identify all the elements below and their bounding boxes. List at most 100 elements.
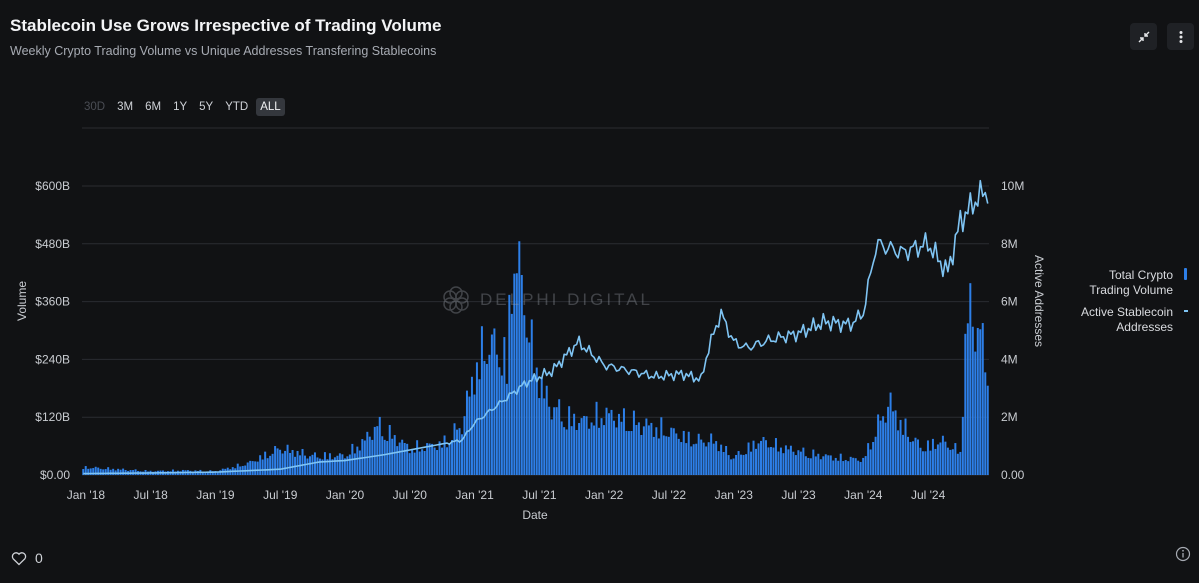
volume-bar bbox=[692, 444, 695, 475]
volume-bar bbox=[211, 471, 214, 475]
volume-bar bbox=[378, 416, 381, 475]
volume-bar bbox=[632, 410, 635, 475]
volume-bar bbox=[884, 422, 887, 475]
legend-item-volume[interactable]: Total Crypto Trading Volume bbox=[1067, 268, 1187, 297]
volume-bar bbox=[787, 449, 790, 475]
more-menu-button[interactable] bbox=[1167, 23, 1194, 50]
volume-bar bbox=[92, 468, 95, 475]
range-5y[interactable]: 5Y bbox=[199, 101, 214, 113]
volume-bar bbox=[852, 457, 855, 475]
range-30d[interactable]: 30D bbox=[84, 101, 106, 113]
volume-bar bbox=[361, 439, 364, 475]
volume-bar bbox=[844, 460, 847, 475]
volume-bar bbox=[328, 453, 331, 475]
volume-bar bbox=[652, 436, 655, 475]
volume-bar bbox=[318, 458, 321, 475]
volume-bar bbox=[750, 451, 753, 475]
volume-bar bbox=[284, 450, 287, 475]
x-tick-label: Jul '21 bbox=[522, 488, 557, 502]
volume-bar bbox=[578, 423, 581, 475]
volume-bar bbox=[655, 427, 658, 475]
volume-bar bbox=[981, 323, 984, 475]
volume-bar bbox=[540, 377, 543, 475]
volume-bar bbox=[249, 460, 252, 475]
volume-bar bbox=[461, 434, 463, 475]
volume-bar bbox=[117, 468, 120, 475]
volume-bar bbox=[722, 451, 725, 475]
volume-bar bbox=[254, 461, 257, 475]
like-button[interactable]: 0 bbox=[11, 550, 43, 566]
range-all[interactable]: ALL bbox=[256, 98, 285, 116]
volume-bar bbox=[590, 422, 593, 475]
volume-bar bbox=[600, 418, 603, 475]
volume-bar bbox=[700, 439, 703, 475]
volume-bar bbox=[934, 448, 937, 475]
volume-bar bbox=[204, 471, 207, 475]
volume-bar bbox=[617, 413, 620, 475]
volume-bar bbox=[206, 471, 209, 475]
volume-bar bbox=[343, 458, 346, 475]
volume-bar bbox=[520, 275, 523, 475]
range-ytd[interactable]: YTD bbox=[225, 101, 249, 113]
like-count: 0 bbox=[35, 550, 43, 566]
collapse-button[interactable] bbox=[1130, 23, 1157, 50]
volume-bar bbox=[338, 453, 341, 475]
volume-bar bbox=[625, 430, 628, 475]
range-1y[interactable]: 1Y bbox=[173, 101, 188, 113]
volume-bar bbox=[794, 455, 797, 475]
volume-bar bbox=[872, 442, 875, 475]
volume-bar bbox=[608, 413, 610, 475]
volume-bar bbox=[772, 447, 775, 475]
volume-bar bbox=[627, 431, 630, 475]
volume-bar bbox=[326, 459, 329, 475]
volume-bar bbox=[356, 446, 359, 475]
volume-bar bbox=[428, 443, 431, 475]
volume-bar bbox=[789, 445, 792, 475]
volume-bar bbox=[615, 427, 618, 475]
volume-bar bbox=[291, 450, 294, 475]
volume-bar bbox=[426, 443, 429, 475]
volume-bar bbox=[730, 459, 733, 475]
volume-bar bbox=[777, 451, 780, 475]
legend-item-addresses[interactable]: Active Stablecoin Addresses bbox=[1067, 305, 1188, 334]
y-left-tick-label: $0.00 bbox=[40, 468, 70, 482]
volume-bar bbox=[971, 326, 974, 475]
delphi-logo-icon bbox=[443, 286, 469, 314]
range-6m[interactable]: 6M bbox=[145, 101, 162, 113]
volume-bar bbox=[438, 441, 441, 475]
volume-bar bbox=[533, 377, 536, 475]
volume-bar bbox=[902, 434, 905, 475]
volume-bar bbox=[907, 436, 910, 475]
volume-bar bbox=[441, 447, 444, 475]
volume-bar bbox=[949, 449, 952, 475]
volume-bar bbox=[518, 241, 521, 475]
volume-bar bbox=[97, 467, 100, 475]
y-left-axis-title: Volume bbox=[15, 281, 29, 321]
legend-swatch-volume bbox=[1184, 268, 1187, 280]
volume-bar bbox=[456, 429, 458, 475]
volume-bar bbox=[408, 453, 411, 475]
range-3m[interactable]: 3M bbox=[117, 101, 134, 113]
volume-bar bbox=[573, 413, 576, 475]
y-left-tick-label: $120B bbox=[35, 410, 70, 424]
volume-bar bbox=[565, 429, 568, 475]
volume-bar bbox=[341, 454, 344, 475]
volume-bar bbox=[929, 450, 932, 475]
volume-bar bbox=[647, 425, 650, 475]
volume-bar bbox=[677, 438, 680, 475]
volume-bar bbox=[976, 327, 979, 475]
volume-bar bbox=[847, 461, 850, 475]
volume-bar bbox=[645, 418, 648, 475]
volume-bar bbox=[660, 417, 663, 475]
volume-bar bbox=[740, 454, 743, 475]
volume-bar bbox=[266, 458, 269, 475]
volume-bar bbox=[717, 451, 720, 475]
volume-bar bbox=[854, 458, 857, 475]
volume-bar bbox=[710, 433, 713, 475]
info-button[interactable] bbox=[1175, 546, 1191, 567]
volume-bar bbox=[368, 436, 371, 475]
volume-bar bbox=[580, 418, 583, 475]
volume-bar bbox=[498, 367, 501, 475]
volume-bar bbox=[508, 294, 511, 475]
